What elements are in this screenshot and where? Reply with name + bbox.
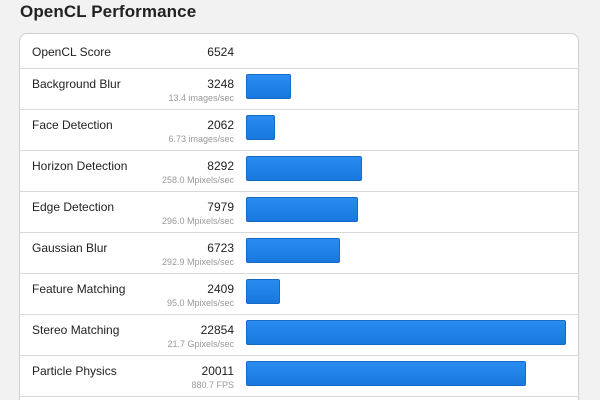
benchmark-name: Face Detection [32, 118, 113, 132]
benchmark-row: Particle Physics 20011 880.7 FPS [20, 356, 578, 397]
overall-score-value: 6524 [207, 45, 234, 59]
benchmark-bar [246, 279, 280, 304]
benchmark-name: Background Blur [32, 77, 121, 91]
benchmark-row: Gaussian Blur 6723 292.9 Mpixels/sec [20, 233, 578, 274]
benchmark-bar [246, 197, 358, 222]
results-card: OpenCL Score 6524 Background Blur 3248 1… [19, 33, 579, 400]
benchmark-detail: 6.73 images/sec [168, 134, 234, 144]
benchmark-detail: 292.9 Mpixels/sec [161, 257, 234, 267]
benchmark-row: Horizon Detection 8292 258.0 Mpixels/sec [20, 151, 578, 192]
benchmark-name: Gaussian Blur [32, 241, 108, 255]
benchmark-score: 3248 [207, 77, 234, 91]
benchmark-detail: 296.0 Mpixels/sec [161, 216, 234, 226]
benchmark-bar [246, 361, 526, 386]
overall-score-label: OpenCL Score [32, 45, 111, 59]
benchmark-detail: 880.7 FPS [191, 380, 234, 390]
benchmark-score: 22854 [200, 323, 234, 337]
benchmark-detail: 21.7 Gpixels/sec [167, 339, 234, 349]
benchmark-row: Edge Detection 7979 296.0 Mpixels/sec [20, 192, 578, 233]
benchmark-row: Feature Matching 2409 95.0 Mpixels/sec [20, 274, 578, 315]
benchmark-name: Feature Matching [32, 282, 126, 296]
benchmark-score: 7979 [207, 200, 234, 214]
benchmark-name: Horizon Detection [32, 159, 128, 173]
benchmark-bar [246, 320, 566, 345]
benchmark-score: 6723 [207, 241, 234, 255]
benchmark-name: Edge Detection [32, 200, 115, 214]
benchmark-score: 2062 [207, 118, 234, 132]
benchmark-bar [246, 238, 340, 263]
benchmark-bar [246, 74, 291, 99]
benchmark-bar [246, 156, 362, 181]
benchmark-row: Background Blur 3248 13.4 images/sec [20, 69, 578, 110]
benchmark-score: 2409 [207, 282, 234, 296]
benchmark-row: Stereo Matching 22854 21.7 Gpixels/sec [20, 315, 578, 356]
page-title: OpenCL Performance [20, 2, 197, 21]
benchmark-detail: 258.0 Mpixels/sec [161, 175, 234, 185]
benchmark-row: Face Detection 2062 6.73 images/sec [20, 110, 578, 151]
benchmark-detail: 95.0 Mpixels/sec [166, 298, 234, 308]
overall-score-row: OpenCL Score 6524 [20, 34, 578, 69]
benchmark-detail: 13.4 images/sec [168, 93, 234, 103]
benchmark-name: Particle Physics [32, 364, 117, 378]
benchmark-score: 20011 [201, 364, 234, 378]
benchmark-name: Stereo Matching [32, 323, 120, 337]
benchmark-score: 8292 [207, 159, 234, 173]
benchmark-bar [246, 115, 275, 140]
